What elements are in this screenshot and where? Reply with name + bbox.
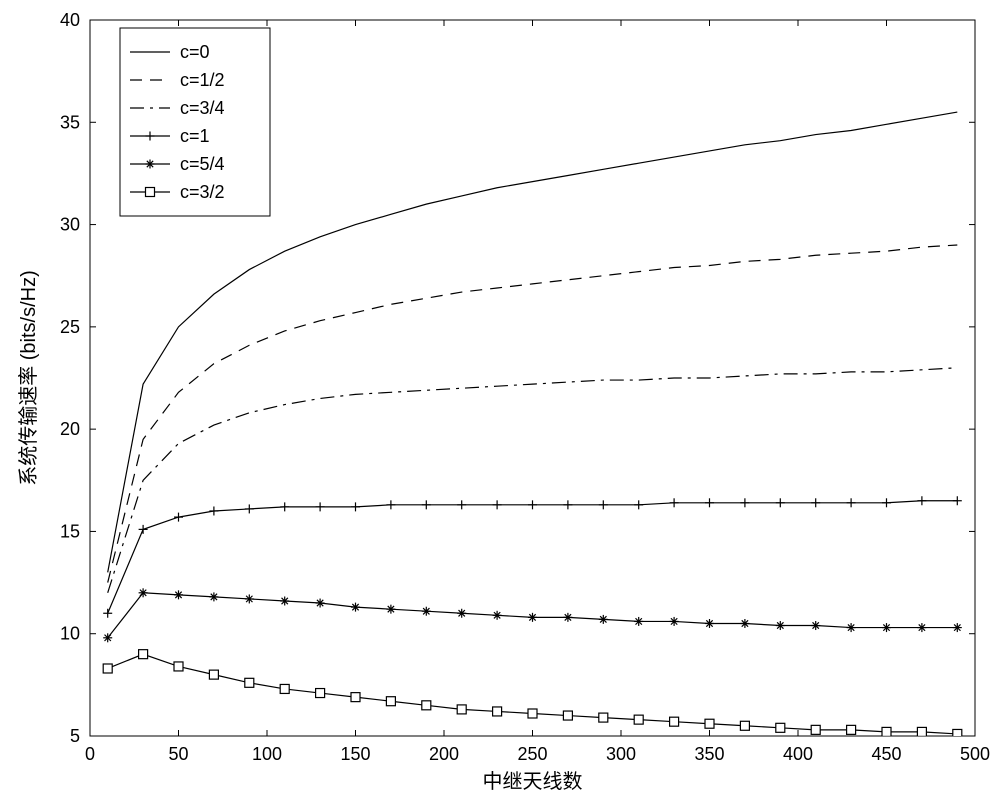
x-tick-label: 500 [960, 744, 990, 764]
x-tick-label: 0 [85, 744, 95, 764]
legend-label: c=1 [180, 126, 210, 146]
x-tick-label: 300 [606, 744, 636, 764]
x-tick-label: 100 [252, 744, 282, 764]
y-tick-label: 40 [60, 10, 80, 30]
legend-label: c=5/4 [180, 154, 225, 174]
legend-label: c=3/2 [180, 182, 225, 202]
line-chart: 0 50 100 150 200 250 300 350 400 450 500 5 10 15 20 25 3… [0, 0, 1000, 806]
y-tick-label: 25 [60, 317, 80, 337]
x-tick-label: 400 [783, 744, 813, 764]
x-tick-label: 450 [871, 744, 901, 764]
x-axis-label: 中继天线数 [483, 770, 583, 793]
x-tick-label: 200 [429, 744, 459, 764]
y-tick-label: 5 [70, 726, 80, 746]
x-tick-label: 150 [340, 744, 370, 764]
y-tick-label: 10 [60, 624, 80, 644]
y-tick-label: 15 [60, 521, 80, 541]
legend-label: c=1/2 [180, 70, 225, 90]
y-tick-label: 20 [60, 419, 80, 439]
legend-label: c=0 [180, 42, 210, 62]
y-axis-label: 系统传输速率 (bits/s/Hz) [17, 270, 40, 486]
y-tick-label: 35 [60, 112, 80, 132]
x-tick-label: 350 [694, 744, 724, 764]
y-tick-label: 30 [60, 215, 80, 235]
x-tick-label: 250 [517, 744, 547, 764]
legend-label: c=3/4 [180, 98, 225, 118]
x-tick-label: 50 [168, 744, 188, 764]
